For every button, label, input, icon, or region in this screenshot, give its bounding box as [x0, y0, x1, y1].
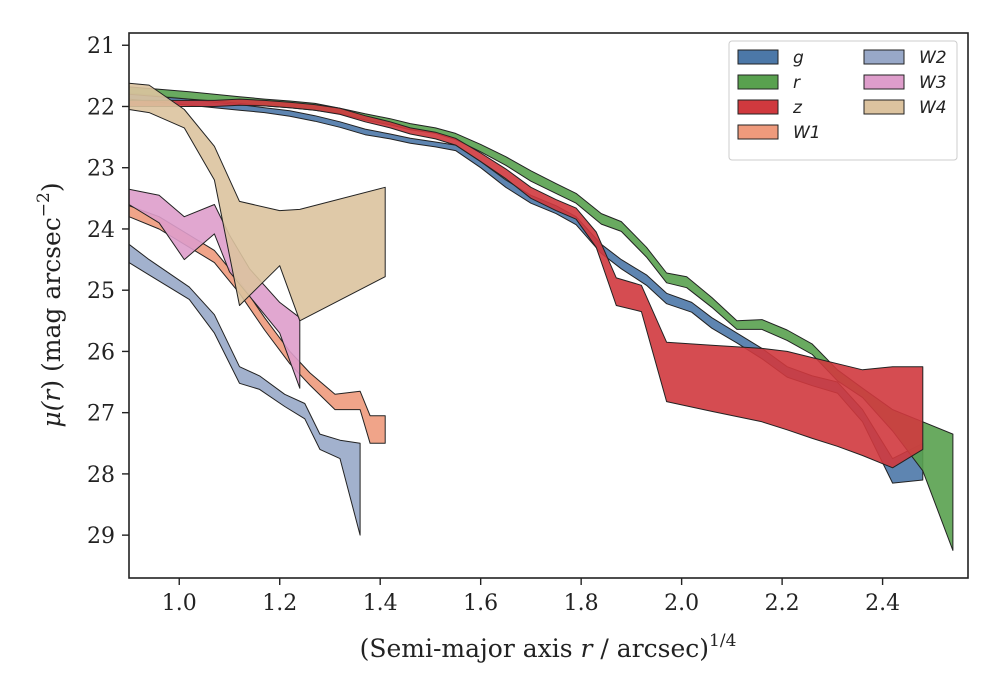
y-tick-label: 21: [87, 34, 115, 59]
legend-swatch-W1: [737, 124, 779, 140]
band-W4: [128, 82, 386, 322]
x-tick-label: 1.8: [564, 591, 599, 616]
x-tick-label: 2.2: [765, 591, 800, 616]
band-g: [128, 92, 924, 484]
x-tick-label: 1.0: [162, 591, 197, 616]
legend-swatch-g: [737, 49, 779, 65]
legend-swatch-r: [737, 74, 779, 90]
legend-swatch-W3: [863, 74, 905, 90]
x-tick-label: 2.4: [865, 591, 900, 616]
band-W3: [128, 188, 301, 389]
y-tick-label: 25: [87, 279, 115, 304]
legend-label-W1: W1: [793, 123, 821, 143]
legend-swatch-W2: [863, 49, 905, 65]
legend-label-W4: W4: [919, 98, 947, 118]
x-tick-label: 2.0: [664, 591, 699, 616]
y-tick-label: 24: [87, 218, 115, 243]
legend-swatch-W4: [863, 99, 905, 115]
legend-label-W3: W3: [919, 73, 947, 93]
x-tick-label: 1.6: [463, 591, 498, 616]
y-axis-ticks: 21 22 23 24 25 26 27 28 29: [87, 34, 129, 549]
legend-box: [728, 40, 958, 161]
x-axis-ticks: 1.0 1.2 1.4 1.6 1.8 2.0 2.2 2.4: [162, 578, 900, 616]
legend-swatch-z: [737, 99, 779, 115]
x-tick-label: 1.4: [363, 591, 398, 616]
y-tick-label: 23: [87, 157, 115, 182]
x-tick-label: 1.2: [262, 591, 297, 616]
y-tick-label: 28: [87, 463, 115, 488]
legend-label-z: z: [792, 98, 803, 118]
legend-label-g: g: [793, 48, 804, 68]
band-z: [128, 98, 924, 469]
y-tick-label: 27: [87, 402, 115, 427]
x-axis-label: (Semi-major axis r / arcsec)1/4: [360, 631, 737, 663]
data-bands: [128, 82, 954, 551]
band-W2: [128, 243, 361, 536]
y-axis-label: μ(r) (mag arcsec−2): [34, 182, 66, 427]
y-tick-label: 29: [87, 524, 115, 549]
plot-frame: [128, 32, 969, 579]
legend-label-W2: W2: [919, 48, 947, 68]
y-tick-label: 26: [87, 340, 115, 365]
legend: grz W1 W2 W3 W4: [728, 40, 958, 161]
y-tick-label: 22: [87, 95, 115, 120]
legend-label-r: r: [793, 73, 801, 93]
